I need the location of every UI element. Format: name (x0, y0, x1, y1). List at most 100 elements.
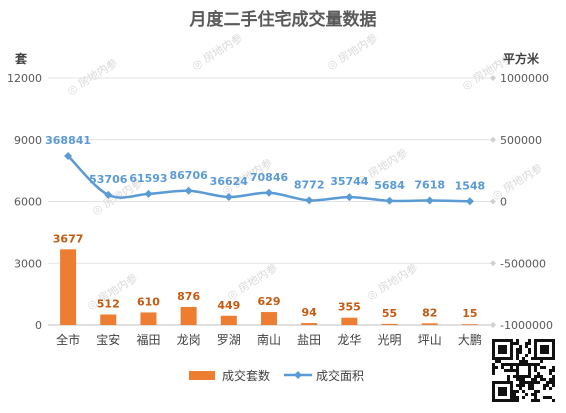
qr-module (507, 378, 510, 381)
qr-module (543, 345, 546, 348)
qr-module (498, 393, 501, 396)
qr-module (540, 360, 543, 363)
qr-code (490, 337, 557, 404)
qr-module (525, 381, 528, 384)
qr-module (510, 381, 513, 384)
bar-光明 (381, 323, 398, 325)
qr-module (546, 396, 549, 399)
right-tick-label: 500000 (500, 134, 542, 147)
qr-module (534, 345, 537, 348)
qr-module (510, 354, 513, 357)
qr-module (528, 384, 531, 387)
qr-module (510, 342, 513, 345)
qr-module (516, 399, 519, 402)
line-point-南山 (265, 188, 273, 197)
category-label: 光明 (378, 333, 402, 347)
qr-module (537, 375, 540, 378)
qr-module (510, 369, 513, 372)
bar-value-label: 94 (302, 306, 318, 319)
qr-module (528, 342, 531, 345)
qr-module (507, 357, 510, 360)
qr-module (492, 363, 495, 366)
qr-module (537, 363, 540, 366)
qr-module (549, 339, 552, 342)
line-value-label: 7618 (414, 179, 445, 192)
qr-module (498, 351, 501, 354)
qr-module (504, 387, 507, 390)
qr-module (492, 345, 495, 348)
qr-module (516, 372, 519, 375)
qr-module (522, 390, 525, 393)
qr-module (519, 378, 522, 381)
qr-module (504, 369, 507, 372)
qr-module (537, 381, 540, 384)
qr-module (531, 381, 534, 384)
qr-module (507, 363, 510, 366)
category-labels: 全市 宝安 福田 龙岗 罗湖 南山 盐田 龙华 光明 坪山 大鹏 (56, 332, 482, 347)
qr-module (498, 387, 501, 390)
qr-module (507, 399, 510, 402)
qr-module (504, 345, 507, 348)
qr-module (522, 357, 525, 360)
qr-module (492, 366, 495, 369)
qr-module (552, 366, 555, 369)
qr-module (546, 384, 549, 387)
line-series (64, 151, 474, 206)
qr-module (498, 339, 501, 342)
qr-module (513, 390, 516, 393)
qr-module (522, 363, 525, 366)
qr-module (537, 399, 540, 402)
qr-module (510, 339, 513, 342)
line-point-坪山 (425, 196, 434, 205)
qr-module (525, 342, 528, 345)
bar-南山 (261, 312, 277, 325)
qr-module (495, 366, 498, 369)
category-label: 南山 (257, 332, 281, 347)
legend-label-bar: 成交套数 (222, 368, 270, 383)
qr-module (519, 345, 522, 348)
bar-value-label: 876 (177, 290, 200, 303)
bar-大鹏 (461, 324, 478, 325)
line-point-宝安 (104, 190, 113, 199)
qr-module (510, 387, 513, 390)
qr-module (546, 339, 549, 342)
bar-value-label: 3677 (53, 232, 84, 245)
qr-module (501, 339, 504, 342)
line-value-label: 1548 (455, 179, 486, 192)
qr-module (528, 372, 531, 375)
qr-module (525, 363, 528, 366)
qr-module (492, 357, 495, 360)
qr-module (504, 381, 507, 384)
watermark-text: ◎ 房地内参 (364, 260, 420, 302)
qr-module (504, 393, 507, 396)
qr-module (519, 387, 522, 390)
bar-龙华 (341, 317, 358, 325)
qr-module (501, 351, 504, 354)
line-value-label: 61593 (129, 172, 167, 185)
qr-module (543, 351, 546, 354)
qr-module (513, 342, 516, 345)
left-axis-unit: 套 (14, 51, 28, 66)
qr-module (519, 360, 522, 363)
right-tick-marker (490, 260, 496, 267)
qr-module (519, 363, 522, 366)
bar-value-label: 449 (217, 299, 240, 312)
qr-module (534, 381, 537, 384)
qr-module (552, 345, 555, 348)
qr-module (510, 348, 513, 351)
qr-module (510, 384, 513, 387)
qr-module (534, 396, 537, 399)
left-tick-label: 3000 (14, 257, 42, 270)
qr-module (534, 375, 537, 378)
qr-module (516, 354, 519, 357)
qr-module (498, 357, 501, 360)
right-tick-label: 0 (500, 196, 507, 209)
qr-module (492, 354, 495, 357)
qr-module (531, 357, 534, 360)
bar-value-label: 55 (382, 307, 397, 320)
qr-module (519, 384, 522, 387)
right-tick-marker (490, 136, 496, 143)
qr-module (531, 384, 534, 387)
category-label: 坪山 (418, 333, 442, 347)
qr-module (510, 399, 513, 402)
